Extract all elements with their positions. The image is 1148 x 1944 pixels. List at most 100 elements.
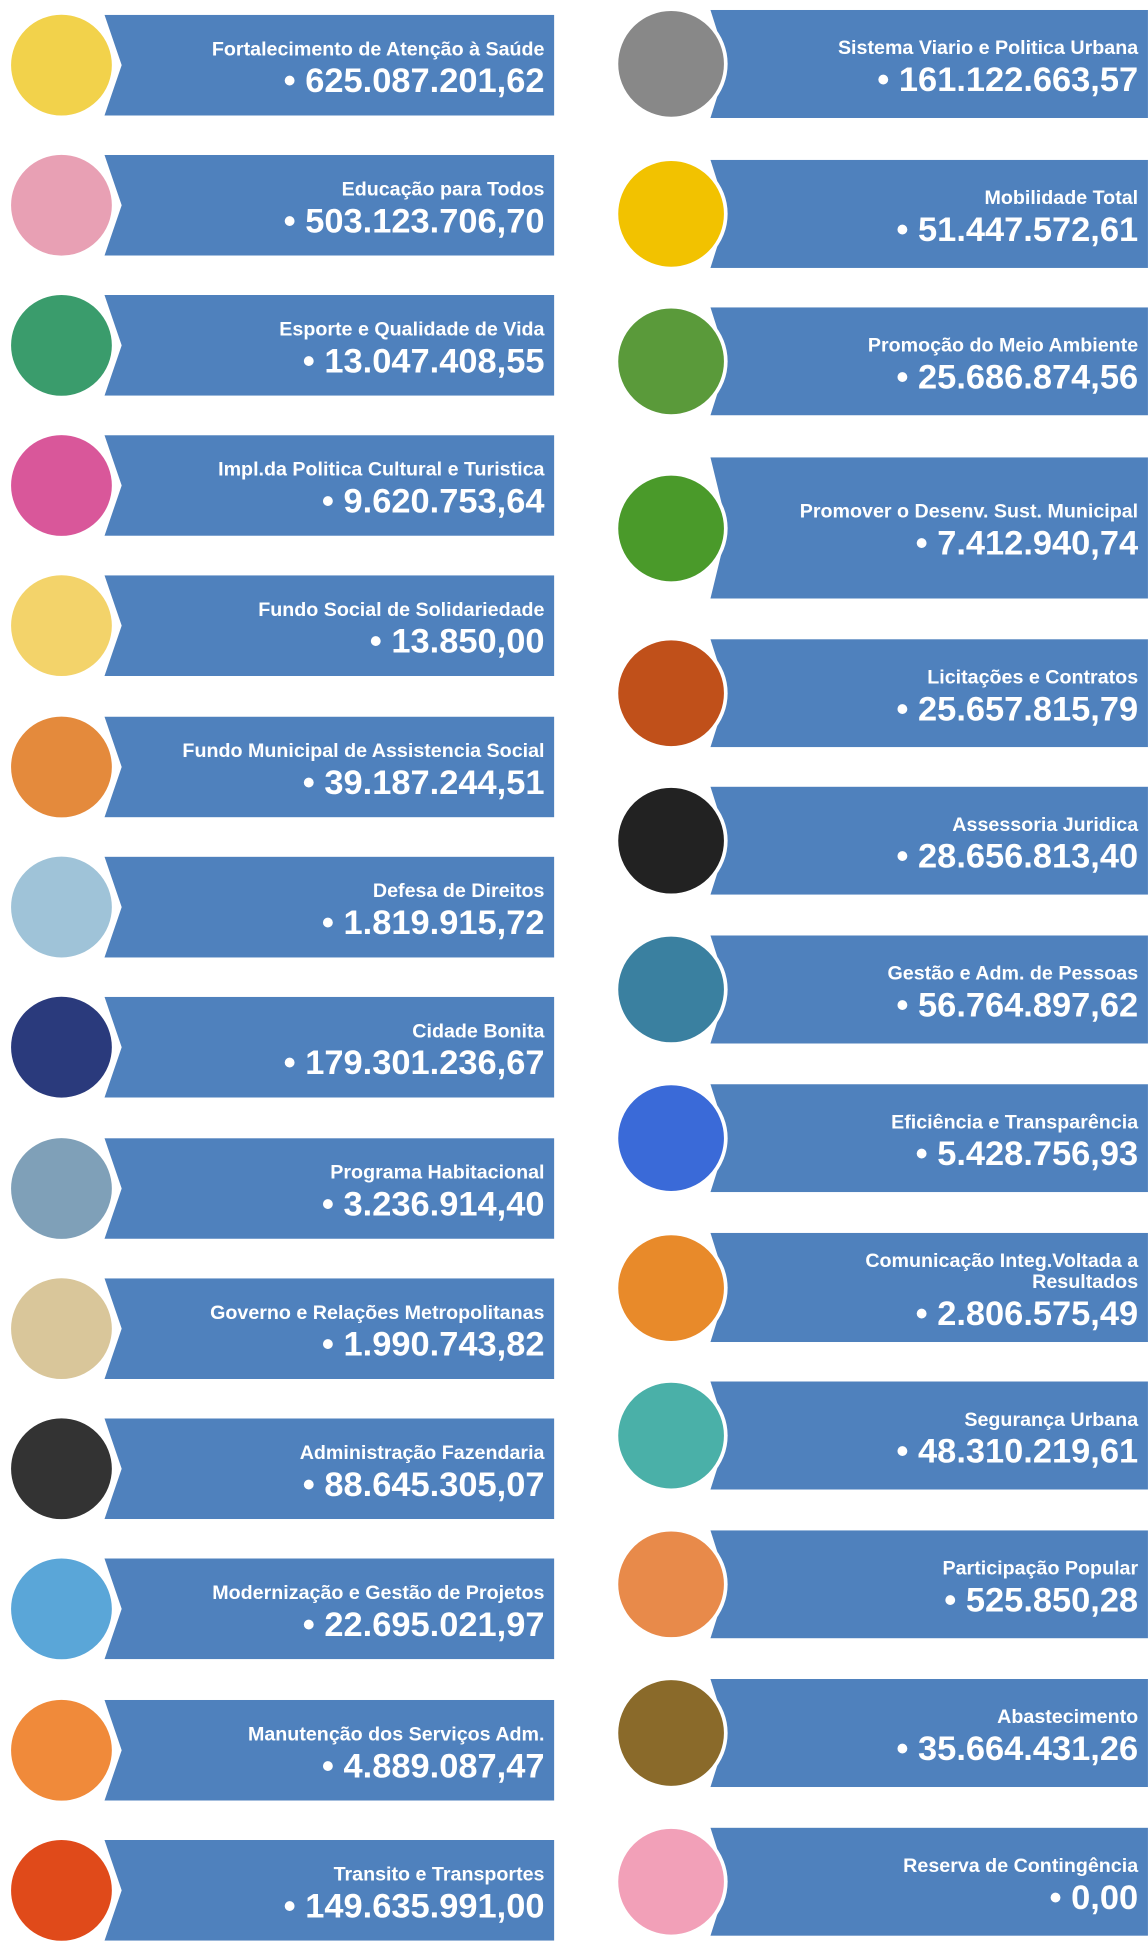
program-name: Mobilidade Total <box>984 187 1139 209</box>
program-banner: Cidade Bonita • 179.301.236,67 <box>104 996 555 1098</box>
program-value: • 13.047.408,55 <box>302 341 545 380</box>
program-value: • 7.412.940,74 <box>915 523 1139 562</box>
program-value: • 25.657.815,79 <box>896 688 1139 728</box>
program-banner: Modernização e Gestão de Projetos • 22.69… <box>104 1558 555 1660</box>
program-banner: Programa Habitacional • 3.236.914,40 <box>104 1138 555 1239</box>
program-icon <box>7 1836 116 1944</box>
program-name: Defesa de Direitos <box>372 880 545 902</box>
program-name: Participação Popular <box>942 1557 1139 1579</box>
program-value: • 22.695.021,97 <box>302 1604 545 1643</box>
program-banner: Sistema Viario e Politica Urbana • 161.12… <box>710 9 1148 118</box>
program-icon <box>7 852 116 962</box>
program-name: Educação para Todos <box>341 178 545 200</box>
program-icon <box>7 431 116 540</box>
program-value: • 179.301.236,67 <box>283 1042 545 1081</box>
program-icon <box>7 712 116 822</box>
program-value: • 13.850,00 <box>369 621 545 660</box>
program-name: Reserva de Contingência <box>903 1855 1139 1877</box>
program-icon <box>7 291 116 400</box>
program-name: Fundo Municipal de Assistencia Social <box>182 740 545 762</box>
program-name: Sistema Viario e Politica Urbana <box>837 37 1139 59</box>
program-icon <box>614 157 728 271</box>
program-icon <box>614 1230 728 1345</box>
program-name: Promoção do Meio Ambiente <box>867 334 1139 356</box>
program-name: Fortalecimento de Atenção à Saúde <box>211 38 545 60</box>
program-icon <box>614 1676 728 1790</box>
program-banner: Promoção do Meio Ambiente • 25.686.874,56 <box>710 307 1148 416</box>
program-name: Abastecimento <box>997 1706 1139 1728</box>
program-banner: Abastecimento • 35.664.431,26 <box>710 1678 1148 1788</box>
program-name: Modernização e Gestão de Projetos <box>212 1582 545 1604</box>
program-value: • 503.123.706,70 <box>283 200 545 240</box>
program-value: • 1.990.743,82 <box>321 1324 545 1363</box>
program-banner: Manutenção dos Serviços Adm. • 4.889.087,… <box>104 1699 555 1801</box>
program-banner: Participação Popular • 525.850,28 <box>710 1530 1148 1639</box>
program-banner: Reserva de Contingência • 0,00 <box>710 1827 1148 1936</box>
program-value: • 35.664.431,26 <box>896 1728 1139 1767</box>
program-icon <box>614 471 728 585</box>
program-banner: Gestão e Adm. de Pessoas • 56.764.897,62 <box>710 935 1148 1044</box>
program-banner: Promover o Desenv. Sust. Municipal • 7.41… <box>710 457 1148 599</box>
program-name: Administração Fazendaria <box>299 1442 545 1464</box>
program-banner: Governo e Relações Metropolitanas • 1.990… <box>104 1278 555 1380</box>
program-name: Esporte e Qualidade de Vida <box>279 318 545 340</box>
program-icon <box>7 11 116 120</box>
program-icon <box>614 932 728 1046</box>
program-value: • 88.645.305,07 <box>302 1464 545 1503</box>
program-banner: Mobilidade Total • 51.447.572,61 <box>710 159 1148 268</box>
program-icon <box>614 304 728 418</box>
program-banner: Fundo Municipal de Assistencia Social • 3… <box>104 716 555 818</box>
program-icon <box>614 1081 728 1195</box>
program-banner: Segurança Urbana • 48.310.219,61 <box>710 1381 1148 1490</box>
program-icon <box>7 151 116 260</box>
program-banner: Defesa de Direitos • 1.819.915,72 <box>104 856 555 958</box>
program-value: • 28.656.813,40 <box>896 836 1139 875</box>
program-banner: Assessoria Juridica • 28.656.813,40 <box>710 786 1148 895</box>
program-name: Impl.da Politica Cultural e Turistica <box>218 459 545 480</box>
program-icon <box>614 7 728 121</box>
program-name: Assessoria Juridica <box>952 814 1139 836</box>
program-banner: Educação para Todos • 503.123.706,70 <box>104 154 555 256</box>
program-banner: Fundo Social de Solidariedade • 13.850,00 <box>104 575 555 677</box>
program-icon <box>7 1134 116 1243</box>
program-banner: Licitações e Contratos • 25.657.815,79 <box>710 639 1148 748</box>
program-value: • 25.686.874,56 <box>896 357 1139 396</box>
program-value: • 48.310.219,61 <box>896 1431 1139 1470</box>
program-name: Fundo Social de Solidariedade <box>258 599 545 621</box>
program-icon <box>7 1696 116 1805</box>
program-value: • 51.447.572,61 <box>896 209 1139 248</box>
program-banner: Administração Fazendaria • 88.645.305,07 <box>104 1418 555 1520</box>
program-name: Transito e Transportes <box>333 1863 545 1885</box>
program-icon <box>614 1379 728 1493</box>
program-value: • 3.236.914,40 <box>321 1184 545 1223</box>
program-icon <box>7 993 116 1102</box>
program-banner: Comunicação Integ.Voltada a Resultados • … <box>710 1232 1148 1343</box>
program-value: • 149.635.991,00 <box>283 1886 545 1925</box>
program-name: Manutenção dos Serviços Adm. <box>247 1723 545 1745</box>
program-banner: Eficiência e Transparência • 5.428.756,93 <box>710 1084 1148 1193</box>
program-name: Promover o Desenv. Sust. Municipal <box>799 501 1139 523</box>
program-name: Eficiência e Transparência <box>891 1111 1139 1133</box>
program-value: • 0,00 <box>1049 1877 1139 1916</box>
program-name: Comunicação Integ.Voltada a Resultados <box>865 1250 1139 1293</box>
program-icon <box>7 1274 116 1383</box>
program-value: • 625.087.201,62 <box>283 60 545 99</box>
program-value: • 161.122.663,57 <box>877 59 1139 98</box>
program-banner: Esporte e Qualidade de Vida • 13.047.408,… <box>104 294 555 396</box>
program-icon <box>7 1414 116 1523</box>
program-name: Governo e Relações Metropolitanas <box>210 1302 545 1324</box>
program-name: Programa Habitacional <box>330 1162 545 1184</box>
program-banner: Fortalecimento de Atenção à Saúde • 625.0… <box>104 14 555 116</box>
program-icon <box>7 571 116 680</box>
program-icon <box>614 784 728 898</box>
program-name: Cidade Bonita <box>412 1020 545 1042</box>
program-value: • 4.889.087,47 <box>321 1745 545 1785</box>
program-value: • 1.819.915,72 <box>321 902 545 941</box>
program-banner: Transito e Transportes • 149.635.991,00 <box>104 1839 555 1941</box>
program-icon <box>614 636 728 750</box>
program-banner: Impl.da Politica Cultural e Turistica • 9… <box>104 435 555 536</box>
program-value: • 39.187.244,51 <box>302 762 545 801</box>
program-name: Gestão e Adm. de Pessoas <box>887 962 1139 984</box>
